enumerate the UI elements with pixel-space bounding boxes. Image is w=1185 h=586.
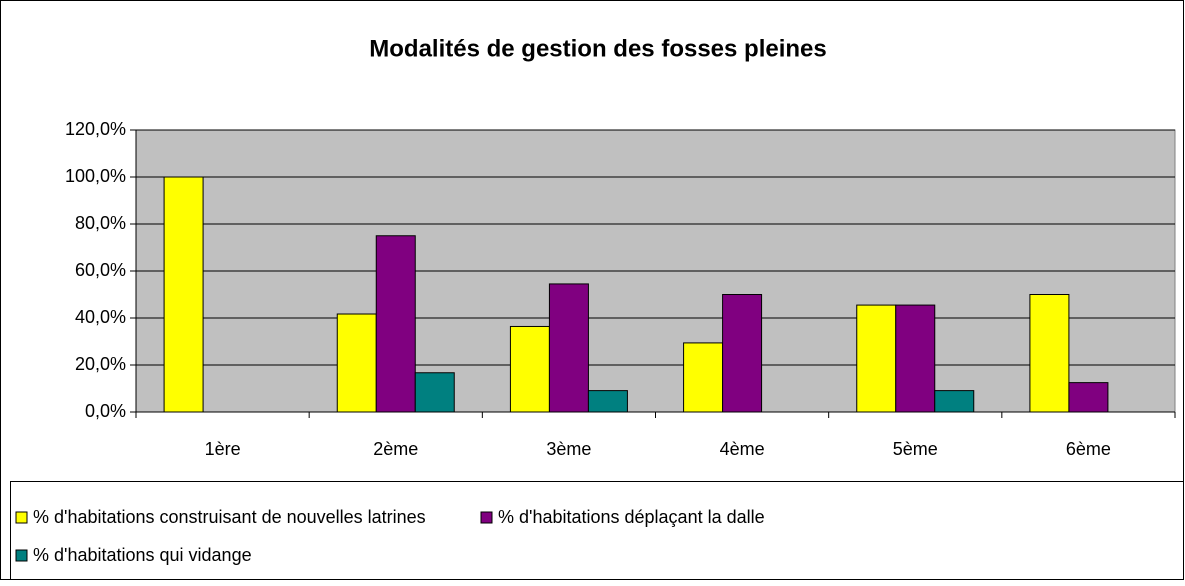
legend-swatch (15, 549, 28, 562)
bar (856, 304, 897, 413)
x-tick-label: 5ème (893, 439, 938, 459)
y-tick-label: 120,0% (65, 119, 126, 139)
chart-title: Modalités de gestion des fosses pleines (369, 35, 826, 62)
bar (414, 372, 455, 413)
bar (722, 294, 763, 413)
bar (934, 390, 975, 413)
x-tick-label: 3ème (546, 439, 591, 459)
x-tick-label: 4ème (720, 439, 765, 459)
legend-swatch (15, 511, 28, 524)
y-tick-label: 0,0% (85, 401, 126, 421)
y-tick-label: 40,0% (75, 307, 126, 327)
bar (587, 390, 628, 413)
bar (336, 313, 377, 413)
bar (548, 283, 589, 413)
bar (163, 176, 204, 413)
x-tick-label: 2ème (373, 439, 418, 459)
bar (895, 304, 936, 413)
legend-box (10, 481, 1184, 580)
y-tick-label: 20,0% (75, 354, 126, 374)
bar (509, 325, 550, 413)
y-tick-label: 100,0% (65, 166, 126, 186)
legend-swatch (480, 511, 493, 524)
legend-label: % d'habitations qui vidange (33, 545, 252, 565)
x-tick-label: 1ère (205, 439, 241, 459)
bar (1068, 382, 1109, 413)
bar (683, 342, 724, 413)
y-tick-label: 80,0% (75, 213, 126, 233)
bar (375, 235, 416, 413)
legend-label: % d'habitations déplaçant la dalle (498, 507, 765, 527)
y-tick-label: 60,0% (75, 260, 126, 280)
x-tick-label: 6ème (1066, 439, 1111, 459)
bar (1029, 294, 1070, 413)
legend-label: % d'habitations construisant de nouvelle… (33, 507, 426, 527)
